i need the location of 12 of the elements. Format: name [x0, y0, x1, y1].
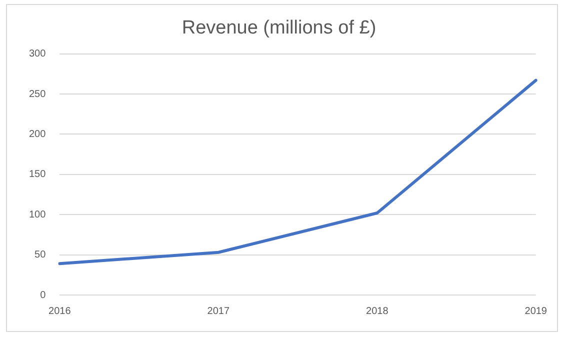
- y-tick-label: 100: [28, 209, 46, 220]
- chart-title: Revenue (millions of £): [182, 18, 376, 39]
- x-tick-label: 2017: [207, 306, 230, 317]
- y-tick-label: 300: [28, 48, 46, 60]
- x-tick-label: 2018: [366, 306, 389, 317]
- y-tick-label: 150: [28, 169, 46, 180]
- y-tick-label: 250: [28, 88, 46, 100]
- y-tick-label: 200: [28, 128, 46, 140]
- x-tick-label: 2019: [524, 306, 548, 317]
- x-tick-label: 2016: [48, 306, 72, 317]
- y-tick-label: 0: [40, 290, 46, 301]
- y-tick-label: 50: [34, 250, 46, 261]
